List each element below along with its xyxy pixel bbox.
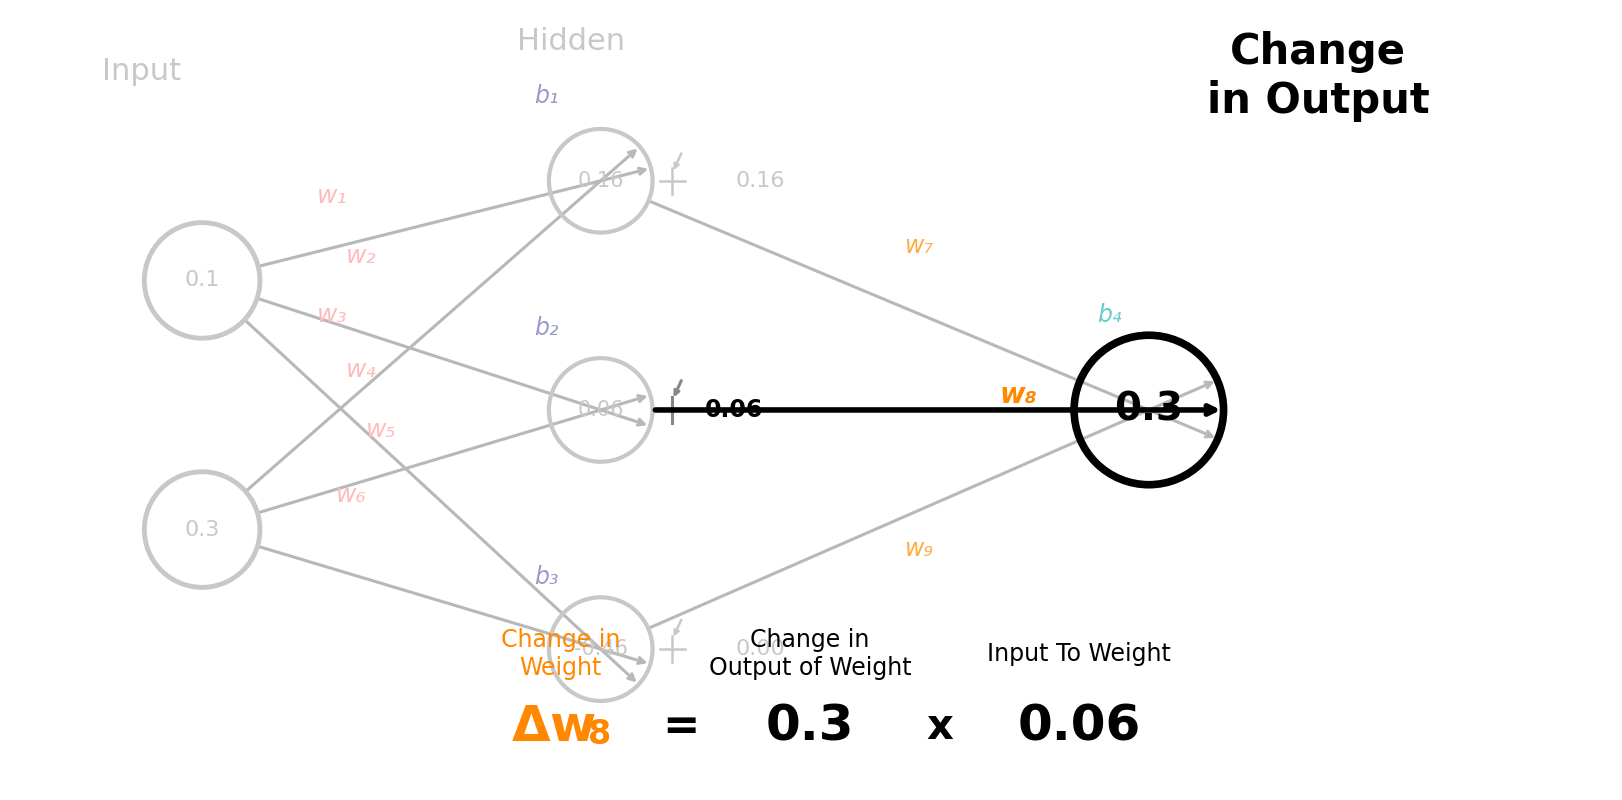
Text: b₃: b₃ — [534, 566, 558, 590]
Text: w₆: w₆ — [336, 482, 367, 506]
Text: w₄: w₄ — [347, 358, 376, 382]
Text: Input: Input — [102, 57, 182, 86]
Text: w₉: w₉ — [905, 538, 934, 562]
Text: w₇: w₇ — [905, 234, 934, 258]
Text: 0.3: 0.3 — [185, 519, 221, 539]
Text: =: = — [662, 706, 699, 748]
Text: 0.3: 0.3 — [766, 703, 855, 751]
Text: 0.16: 0.16 — [577, 170, 624, 190]
Text: 0.06: 0.06 — [1017, 703, 1140, 751]
Text: x: x — [926, 706, 954, 748]
Text: w₈: w₈ — [999, 381, 1036, 409]
Text: b₂: b₂ — [534, 316, 558, 340]
Text: 0.3: 0.3 — [1114, 391, 1184, 429]
Text: $\mathbf{\Delta}$w: $\mathbf{\Delta}$w — [511, 703, 597, 751]
Text: w₁: w₁ — [316, 184, 347, 208]
Text: Change
in Output: Change in Output — [1207, 31, 1429, 122]
Text: 0.06: 0.06 — [577, 400, 624, 420]
Text: w₂: w₂ — [347, 243, 376, 267]
Text: 0.1: 0.1 — [185, 270, 221, 290]
Text: b₁: b₁ — [534, 84, 558, 108]
Text: Change in
Output of Weight: Change in Output of Weight — [709, 628, 912, 680]
Text: 8: 8 — [587, 718, 611, 751]
Text: Input To Weight: Input To Weight — [988, 642, 1171, 666]
Text: 0.06: 0.06 — [706, 398, 764, 422]
Text: w₅: w₅ — [367, 418, 397, 442]
Text: Hidden: Hidden — [517, 26, 624, 56]
Text: -0.46: -0.46 — [574, 639, 628, 659]
Text: b₄: b₄ — [1096, 303, 1121, 327]
Text: w₃: w₃ — [316, 303, 347, 327]
Text: 0.16: 0.16 — [735, 170, 785, 190]
Text: 0.00: 0.00 — [735, 639, 785, 659]
Text: Change in
Weight: Change in Weight — [501, 628, 621, 680]
